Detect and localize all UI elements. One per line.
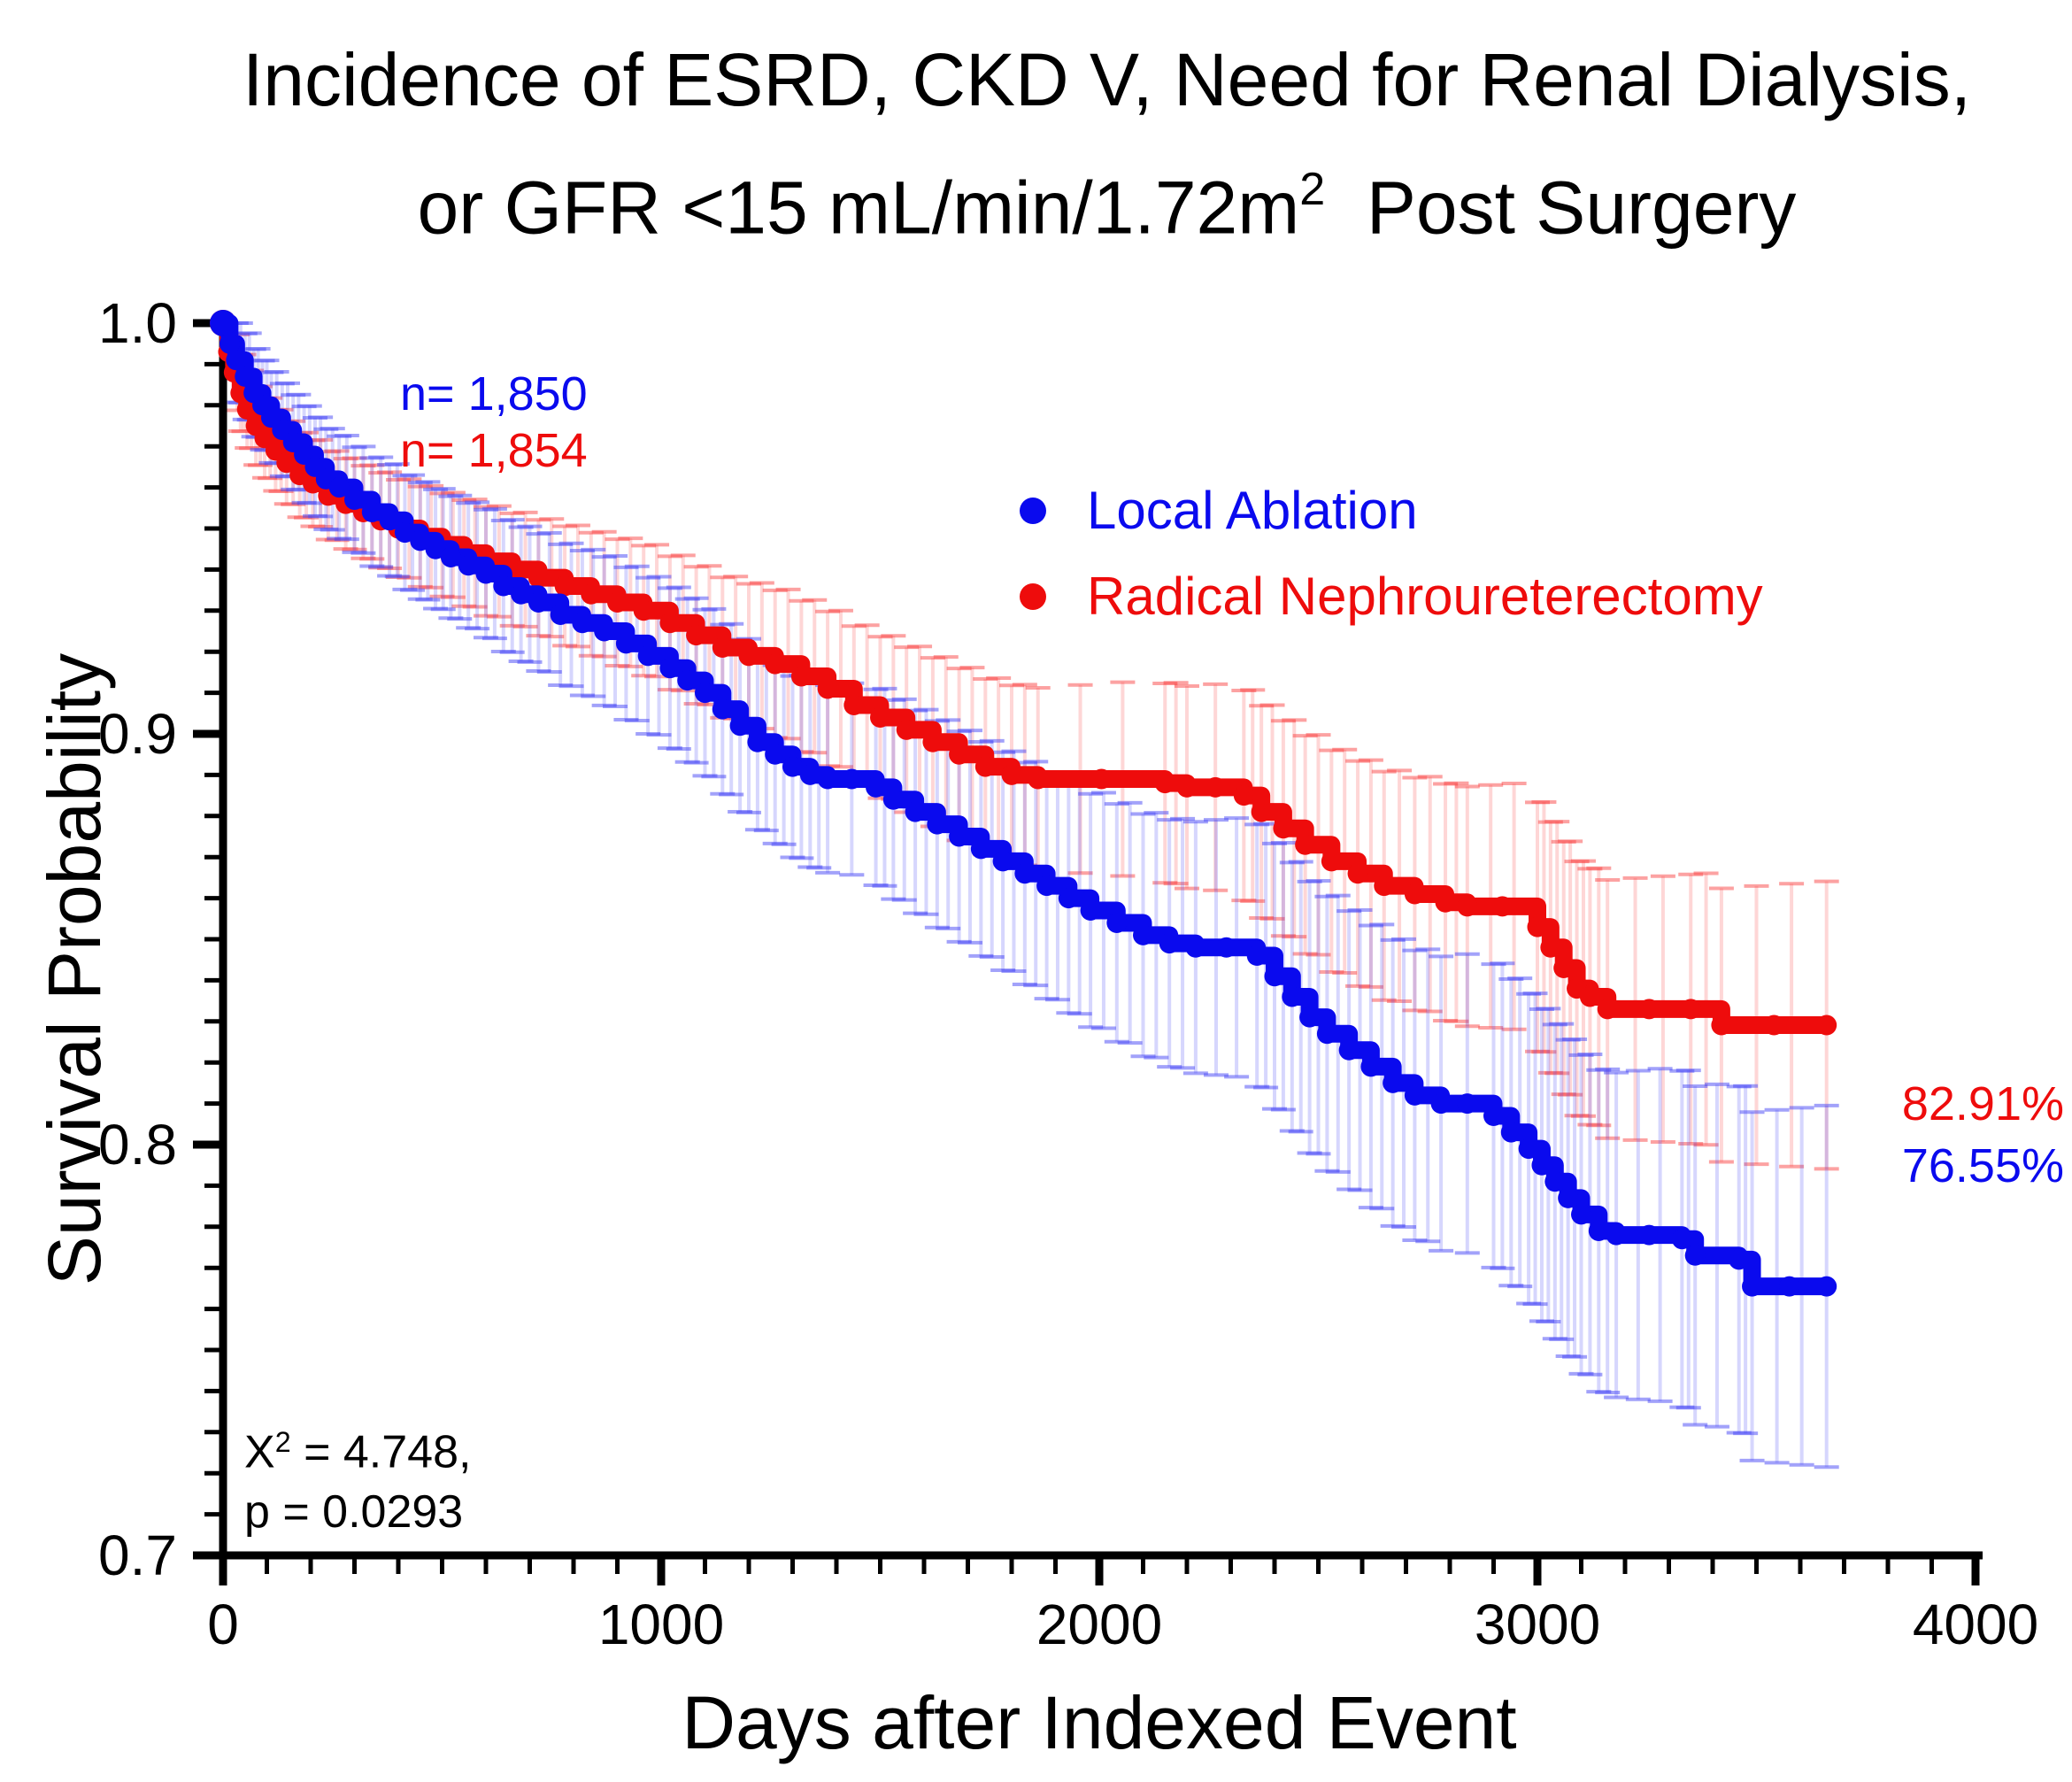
x-tick-label: 1000 [598, 1593, 724, 1656]
x-axis-title: Days after Indexed Event [682, 1681, 1517, 1764]
n-count-radical-nephroureterectomy: n= 1,854 [400, 424, 588, 477]
legend-item-radical-nephroureterectomy: Radical Nephroureterectomy [1020, 566, 1763, 627]
legend-label-local-ablation: Local Ablation [1087, 481, 1418, 540]
legend-label-radical-nephroureterectomy: Radical Nephroureterectomy [1087, 567, 1763, 626]
y-tick-label: 0.8 [98, 1113, 177, 1176]
x-tick-label: 3000 [1475, 1593, 1600, 1656]
y-axis-title: Survival Probability [33, 652, 116, 1286]
final-survival-pct-red: 82.91% [1901, 1077, 2064, 1130]
y-tick-label: 0.7 [98, 1524, 177, 1587]
p-value-line: p = 0.0293 [244, 1485, 464, 1538]
chart-title-line1: Incidence of ESRD, CKD V, Need for Renal… [242, 38, 1972, 121]
legend-bullet-red-icon [1020, 582, 1046, 610]
curve-radical-nephroureterectomy [210, 310, 1837, 1036]
y-tick-label: 0.9 [98, 702, 177, 766]
chi-square-line: X2 = 4.748, [244, 1426, 472, 1478]
statistics-annotation: X2 = 4.748, p = 0.0293 [244, 1413, 471, 1542]
legend-item-local-ablation: Local Ablation [1020, 480, 1418, 541]
x-tick-label: 2000 [1036, 1593, 1162, 1656]
chart-title: Incidence of ESRD, CKD V, Need for Renal… [142, 25, 2072, 262]
chi-superscript: 2 [274, 1426, 291, 1458]
final-survival-pct-blue: 76.55% [1901, 1139, 2064, 1192]
curve-local-ablation [210, 310, 1837, 1297]
y-tick-label: 1.0 [98, 291, 177, 355]
n-count-local-ablation: n= 1,850 [400, 367, 588, 420]
legend-bullet-blue-icon [1020, 497, 1046, 524]
chart-title-line2: or GFR <15 mL/min/1.72m2 Post Surgery [417, 164, 1797, 250]
x-tick-label: 0 [207, 1593, 239, 1656]
x-tick-label: 4000 [1913, 1593, 2038, 1656]
axes: 1.0 0.9 0.8 0.7 0 1000 2000 3000 4000 [98, 291, 2038, 1656]
title-superscript: 2 [1299, 164, 1326, 215]
